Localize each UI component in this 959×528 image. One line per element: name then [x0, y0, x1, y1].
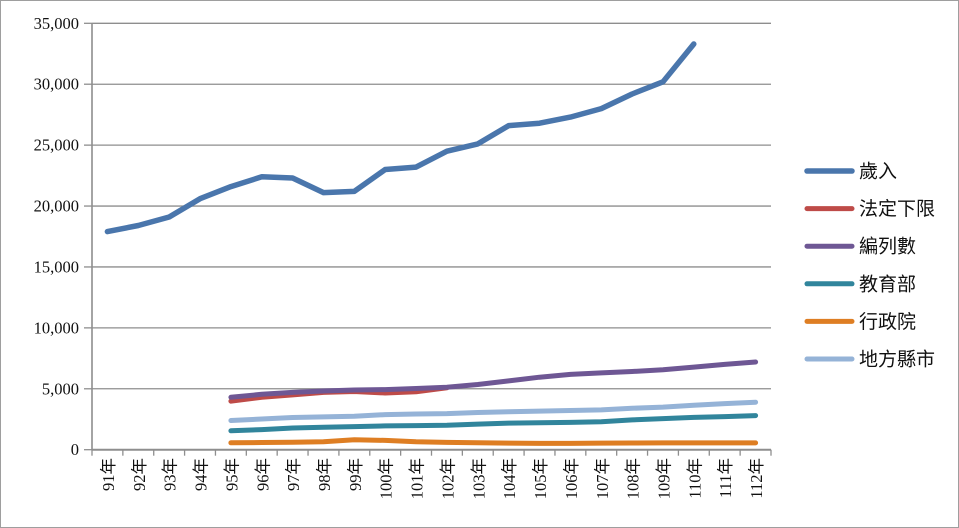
x-axis-label: 102年	[438, 458, 457, 499]
legend-label-local-governments: 地方縣市	[859, 349, 935, 371]
series-line-revenue	[104, 41, 697, 235]
x-axis-label: 98年	[315, 458, 334, 491]
series-line-executive-yuan	[228, 437, 759, 446]
y-axis-label: 15,000	[34, 257, 79, 276]
x-axis-label: 103年	[469, 458, 488, 499]
x-axis-label: 91年	[99, 458, 118, 491]
y-axis-label: 25,000	[34, 136, 79, 155]
legend-label-statutory-floor: 法定下限	[859, 198, 935, 220]
legend-label-ministry-of-education: 教育部	[859, 273, 916, 295]
y-axis-label: 30,000	[34, 75, 79, 94]
x-axis-label: 94年	[192, 458, 211, 491]
x-axis-label: 104年	[500, 458, 519, 499]
y-axis-label: 35,000	[34, 14, 79, 33]
series-line-ministry-of-education	[228, 413, 759, 434]
x-axis-label: 100年	[377, 458, 396, 499]
x-axis-label: 96年	[253, 458, 272, 491]
legend-label-budgeted-amount: 編列數	[859, 236, 916, 258]
x-axis-label: 101年	[408, 458, 427, 499]
x-axis-label: 92年	[130, 458, 149, 491]
y-axis-label: 0	[71, 440, 79, 459]
y-axis-label: 5,000	[42, 379, 79, 398]
x-axis-label: 99年	[346, 458, 365, 491]
x-axis-label: 97年	[284, 458, 303, 491]
legend-label-executive-yuan: 行政院	[859, 311, 916, 333]
x-axis-label: 95年	[222, 458, 241, 491]
x-axis-label: 108年	[624, 458, 643, 499]
x-axis-label: 111年	[716, 458, 735, 498]
x-axis-label: 109年	[654, 458, 673, 499]
x-axis-label: 105年	[531, 458, 550, 499]
x-axis-label: 112年	[747, 458, 766, 499]
x-axis-label: 110年	[685, 458, 704, 499]
x-axis-label: 107年	[593, 458, 612, 499]
legend-label-revenue: 歲入	[859, 161, 897, 183]
y-axis-label: 20,000	[34, 197, 79, 216]
series-line-budgeted-amount	[228, 359, 759, 400]
y-axis-label: 10,000	[34, 318, 79, 337]
x-axis-label: 93年	[161, 458, 180, 491]
x-axis-label: 106年	[562, 458, 581, 499]
series-line-local-governments	[228, 399, 759, 423]
